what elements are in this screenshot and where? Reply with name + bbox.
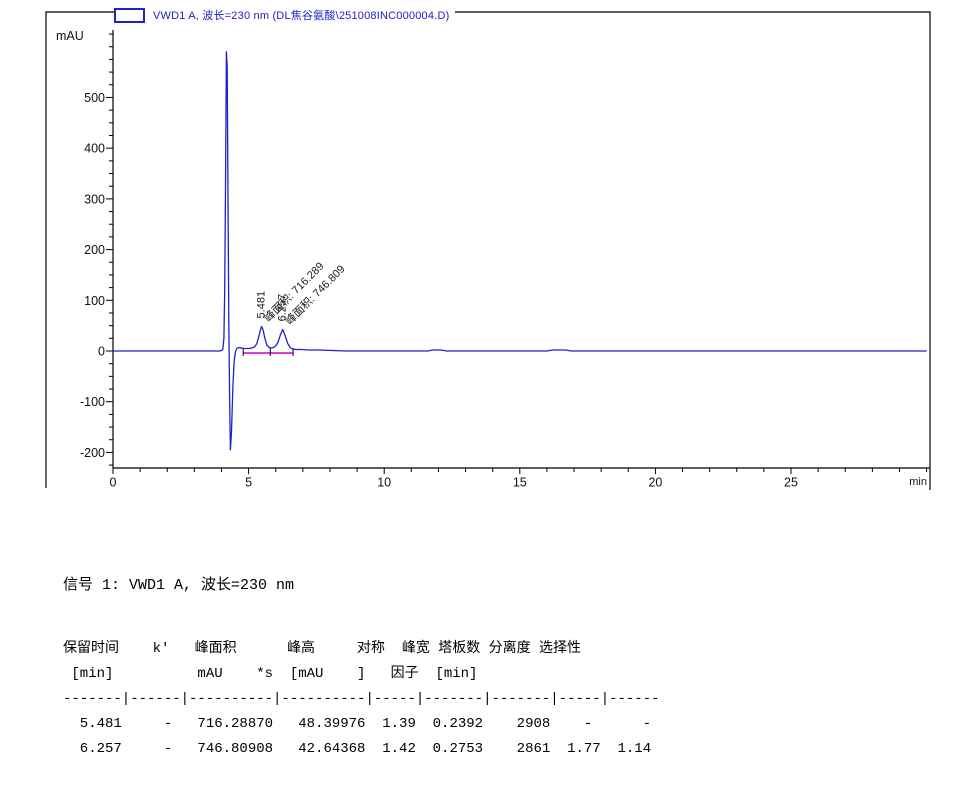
- y-axis-ticks: [106, 33, 113, 466]
- svg-text:300: 300: [84, 192, 105, 206]
- svg-text:200: 200: [84, 243, 105, 257]
- svg-text:400: 400: [84, 142, 105, 156]
- svg-text:100: 100: [84, 294, 105, 308]
- table-row: 6.257 - 746.80908 42.64368 1.42 0.2753 2…: [63, 741, 652, 757]
- chromatogram-plot: -200 -100 0 100 200 300 400 500 mAU 0 5 10 15 20 25 min…: [45, 11, 931, 490]
- integration-marks: [242, 348, 294, 356]
- chart-legend: VWD1 A, 波长=230 nm (DL焦谷氨酸\251008INC00000…: [114, 7, 456, 23]
- plot-frame: [45, 11, 931, 490]
- peak-table: 保留时间 k' 峰面积 峰高 对称 峰宽 塔板数 分离度 选择性 [min] m…: [63, 637, 660, 762]
- svg-text:-200: -200: [80, 446, 105, 460]
- y-axis-unit-label: mAU: [56, 29, 84, 43]
- x-axis-ticks: [112, 468, 928, 474]
- svg-text:0: 0: [110, 476, 117, 490]
- y-axis-tick-labels: -200 -100 0 100 200 300 400 500: [80, 91, 105, 460]
- svg-text:5: 5: [245, 476, 252, 490]
- signal-title: 信号 1: VWD1 A, 波长=230 nm: [63, 577, 295, 594]
- x-axis-unit-label: min: [909, 476, 927, 488]
- svg-text:15: 15: [513, 476, 527, 490]
- svg-text:500: 500: [84, 91, 105, 105]
- peak-table-header-row1: 保留时间 k' 峰面积 峰高 对称 峰宽 塔板数 分离度 选择性: [63, 641, 582, 657]
- chromatogram-trace: [113, 51, 927, 451]
- legend-color-swatch: [114, 7, 145, 23]
- svg-text:-100: -100: [80, 395, 105, 409]
- legend-label: VWD1 A, 波长=230 nm (DL焦谷氨酸\251008INC00000…: [153, 10, 450, 22]
- peak-rt-label: 6.257: [277, 294, 289, 322]
- peak-rt-label: 5.481: [256, 291, 268, 319]
- x-axis-tick-labels: 0 5 10 15 20 25: [110, 476, 798, 490]
- svg-text:25: 25: [784, 476, 798, 490]
- svg-text:20: 20: [648, 476, 662, 490]
- table-row: 5.481 - 716.28870 48.39976 1.39 0.2392 2…: [63, 716, 652, 732]
- peak-table-separator: -------|------|----------|----------|---…: [63, 691, 660, 707]
- svg-text:10: 10: [377, 476, 391, 490]
- peak-table-header-row2: [min] mAU *s [mAU ] 因子 [min]: [63, 666, 478, 682]
- svg-text:0: 0: [98, 345, 105, 359]
